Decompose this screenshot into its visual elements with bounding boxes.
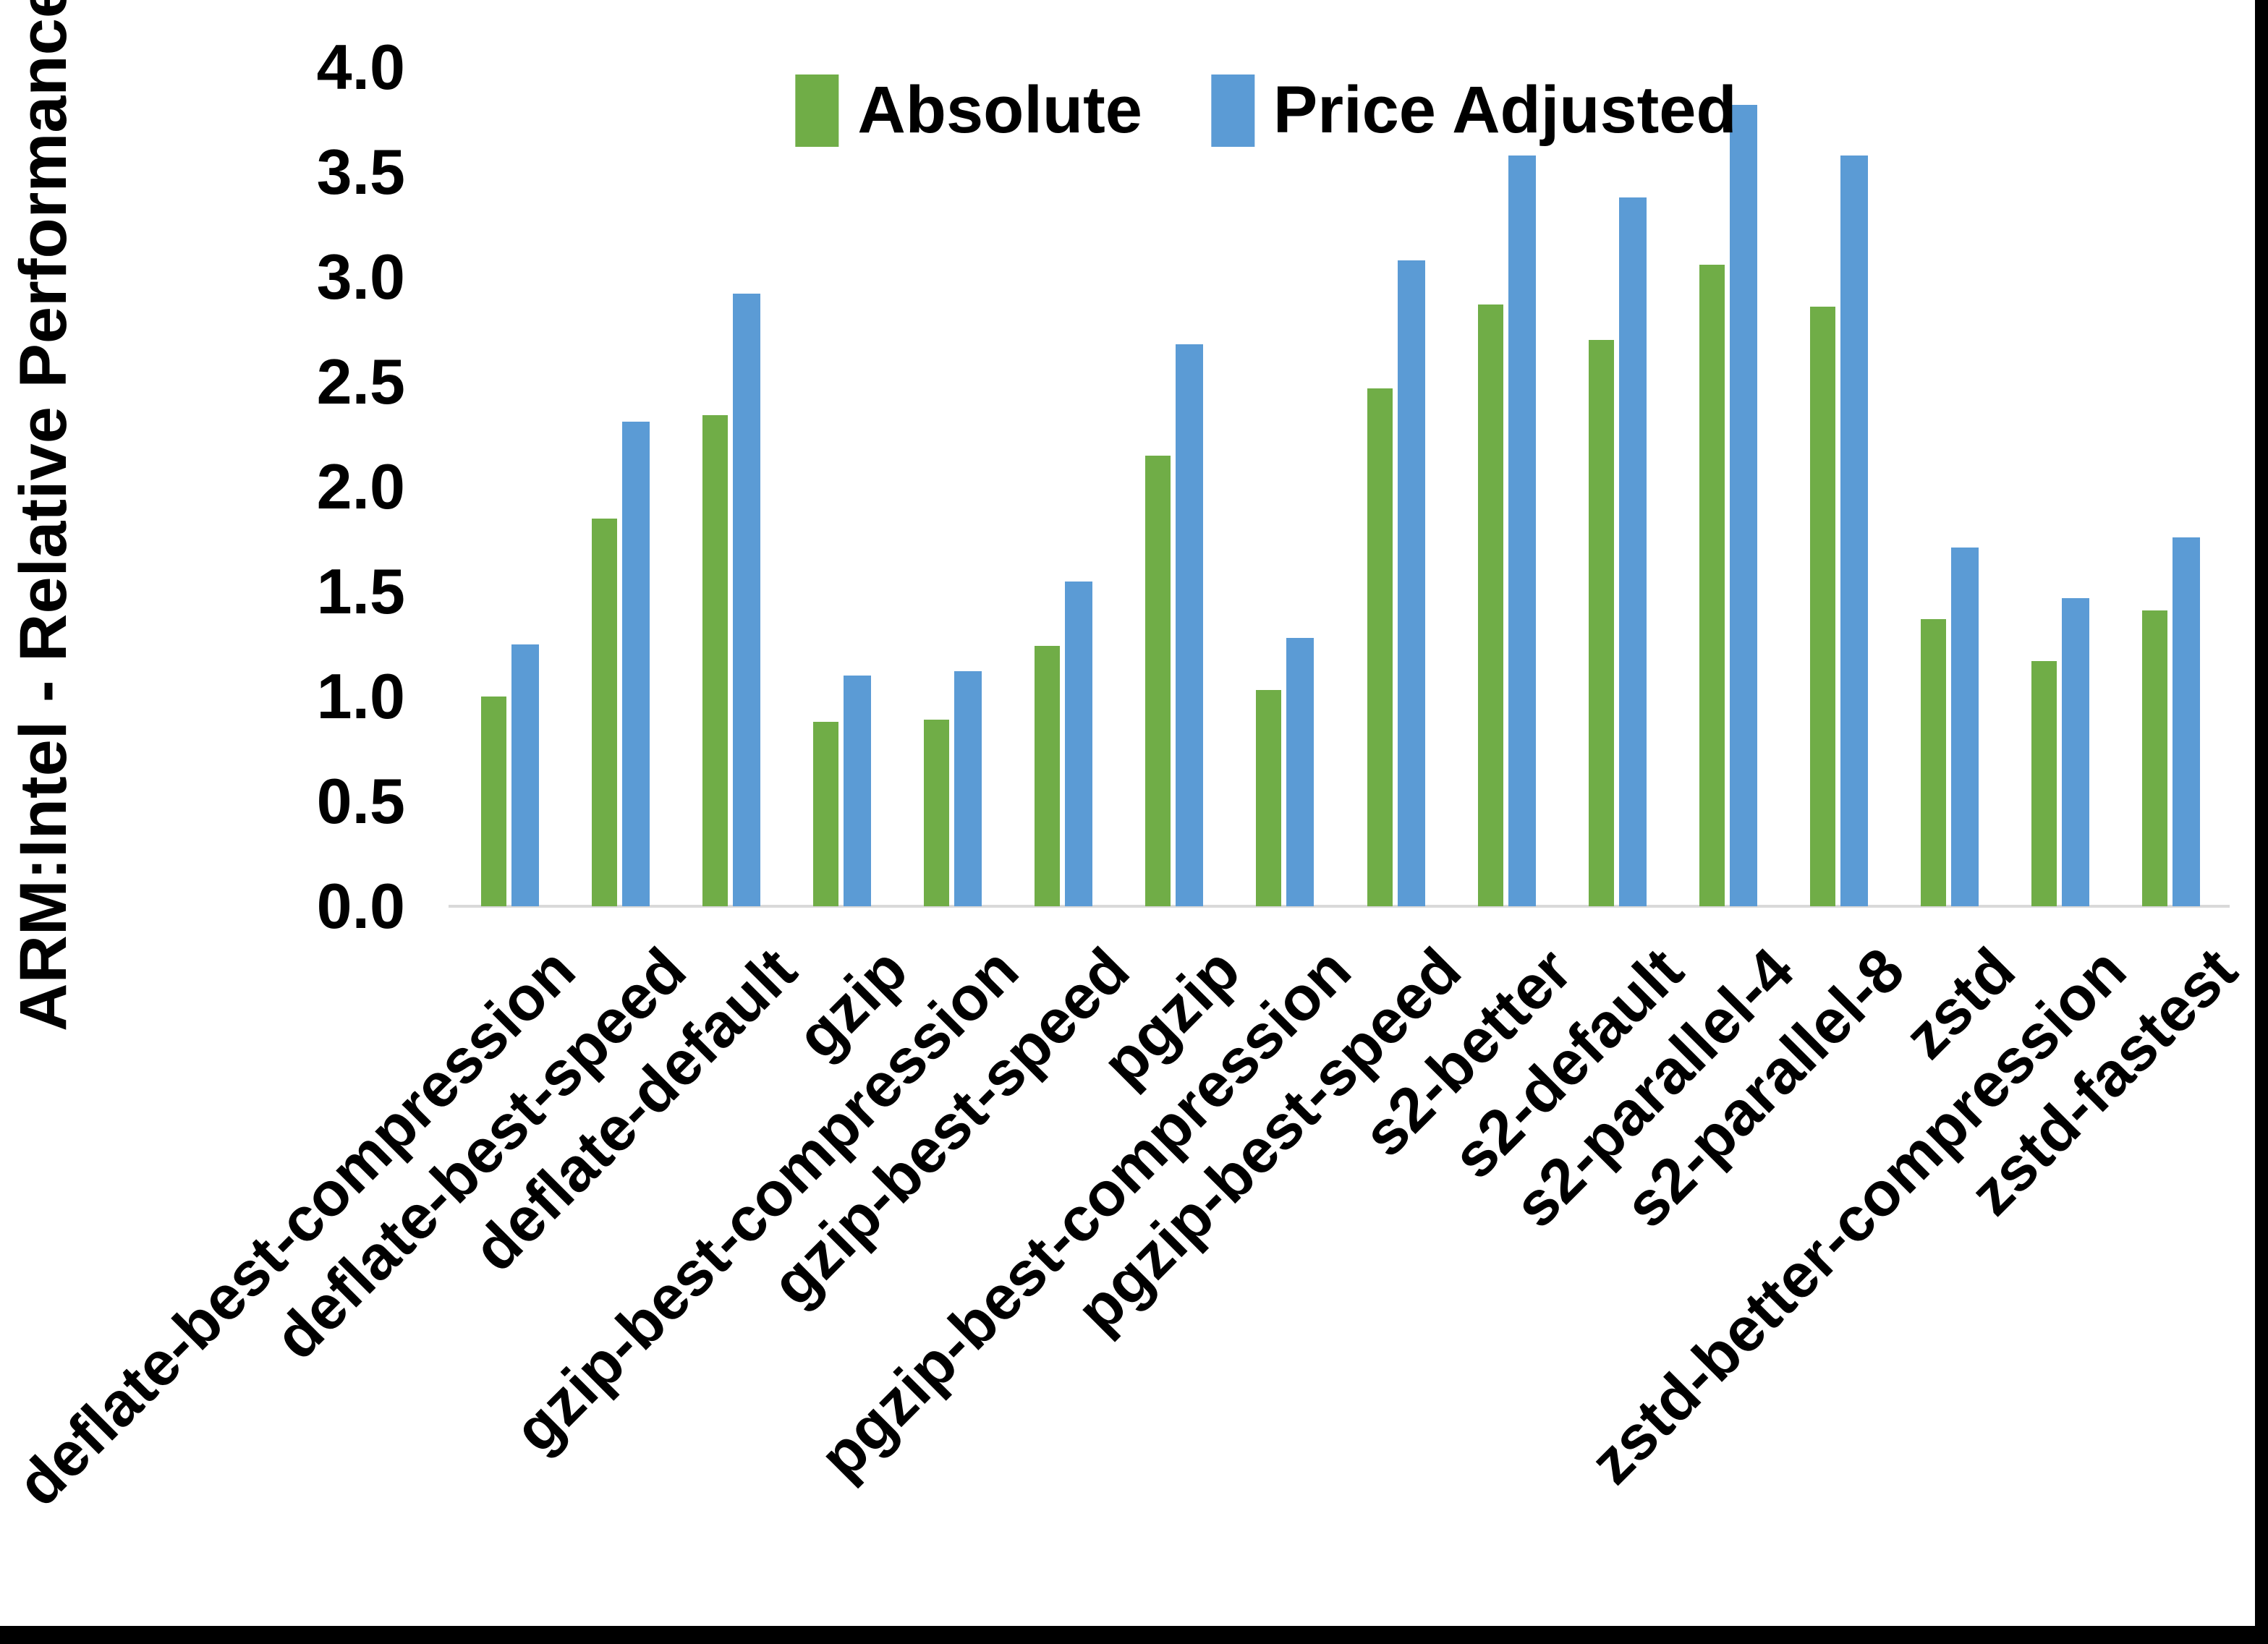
bar-absolute-zstd-fastest — [2142, 610, 2168, 906]
legend-swatch-price-adjusted — [1210, 74, 1254, 147]
screenshot-right-border — [2255, 0, 2268, 1644]
bar-price-adjusted-deflate-default — [732, 294, 760, 906]
bar-group-deflate-default — [676, 67, 786, 906]
y-tick-label-3.5: 3.5 — [316, 136, 405, 208]
bar-absolute-gzip — [812, 721, 838, 906]
bar-group-s2-parallel-4 — [1673, 67, 1783, 906]
bar-price-adjusted-pgzip-best-compression — [1286, 637, 1314, 906]
bar-price-adjusted-zstd-fastest — [2173, 537, 2201, 906]
bar-absolute-s2-default — [1588, 340, 1614, 906]
y-tick-label-2.5: 2.5 — [316, 346, 405, 417]
legend-item-price-adjusted: Price Adjusted — [1210, 72, 1737, 148]
bar-price-adjusted-pgzip — [1176, 344, 1204, 906]
bar-absolute-zstd — [1921, 618, 1947, 906]
y-tick-label-0.5: 0.5 — [316, 765, 405, 837]
bar-absolute-pgzip-best-compression — [1256, 690, 1282, 906]
legend: Absolute Price Adjusted — [795, 72, 1737, 148]
y-axis-title: ARM:Intel - Relative Performance — [7, 0, 80, 1031]
legend-item-absolute: Absolute — [795, 72, 1142, 148]
bar-absolute-zstd-better-compression — [2031, 660, 2057, 906]
bar-group-pgzip-best-compression — [1230, 67, 1341, 906]
bar-price-adjusted-s2-parallel-8 — [1840, 155, 1869, 906]
y-tick-label-1.5: 1.5 — [316, 555, 405, 627]
bar-group-deflate-best-compression — [454, 67, 565, 906]
bar-absolute-gzip-best-compression — [924, 719, 950, 906]
bar-group-gzip-best-speed — [1008, 67, 1119, 906]
bar-price-adjusted-deflate-best-speed — [621, 422, 650, 906]
plot-area — [454, 67, 2227, 906]
bar-group-deflate-best-speed — [565, 67, 676, 906]
bar-price-adjusted-s2-parallel-4 — [1729, 105, 1757, 906]
legend-label-absolute: Absolute — [857, 73, 1142, 147]
bar-group-pgzip — [1119, 67, 1230, 906]
bar-absolute-deflate-best-compression — [480, 697, 506, 906]
bar-price-adjusted-gzip-best-speed — [1065, 581, 1093, 906]
bar-absolute-s2-parallel-4 — [1699, 264, 1725, 906]
bar-price-adjusted-s2-better — [1508, 155, 1536, 906]
bar-price-adjusted-gzip-best-compression — [954, 671, 982, 906]
bar-group-zstd-fastest — [2116, 67, 2227, 906]
bar-absolute-pgzip — [1145, 455, 1171, 906]
bar-absolute-pgzip-best-speed — [1367, 388, 1393, 906]
y-tick-label-4.0: 4.0 — [316, 31, 405, 103]
bar-group-s2-better — [1451, 67, 1562, 906]
bar-absolute-s2-better — [1477, 304, 1503, 906]
bar-group-gzip — [786, 67, 897, 906]
bar-group-s2-parallel-8 — [1784, 67, 1895, 906]
bar-group-zstd — [1895, 67, 2005, 906]
bar-price-adjusted-s2-default — [1618, 197, 1647, 906]
bar-group-zstd-better-compression — [2005, 67, 2116, 906]
bar-price-adjusted-gzip — [843, 676, 871, 906]
y-tick-label-0.0: 0.0 — [316, 870, 405, 942]
bar-group-s2-default — [1562, 67, 1673, 906]
y-tick-label-1.0: 1.0 — [316, 660, 405, 732]
bar-price-adjusted-deflate-best-compression — [511, 644, 539, 906]
bar-absolute-gzip-best-speed — [1035, 646, 1061, 906]
bar-price-adjusted-zstd-better-compression — [2062, 597, 2090, 906]
bar-absolute-deflate-best-speed — [591, 518, 617, 906]
bar-group-pgzip-best-speed — [1341, 67, 1451, 906]
legend-swatch-absolute — [795, 74, 839, 147]
bar-price-adjusted-pgzip-best-speed — [1397, 260, 1425, 906]
bar-absolute-deflate-default — [702, 415, 728, 906]
bar-group-gzip-best-compression — [898, 67, 1008, 906]
bar-price-adjusted-zstd — [1951, 548, 1979, 906]
bar-absolute-s2-parallel-8 — [1810, 306, 1836, 906]
screenshot-bottom-border — [0, 1626, 2268, 1644]
x-axis-line — [449, 905, 2230, 908]
y-tick-label-3.0: 3.0 — [316, 241, 405, 312]
legend-label-price-adjusted: Price Adjusted — [1273, 73, 1737, 147]
y-tick-label-2.0: 2.0 — [316, 451, 405, 522]
